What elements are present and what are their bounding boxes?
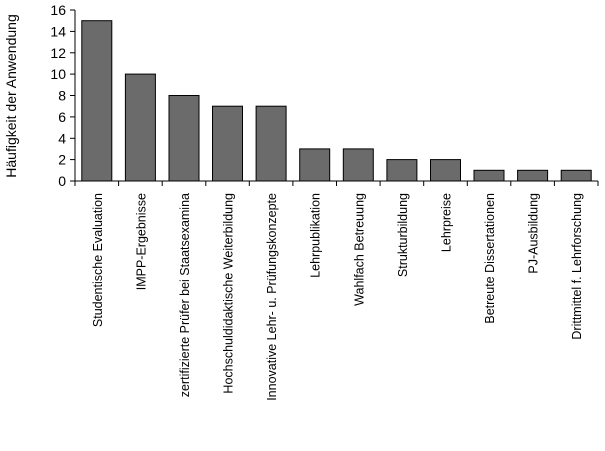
bar-5: [255, 105, 287, 182]
bar-7: [342, 148, 374, 182]
y-ticks-group: 0 2 4 6 8 10 12 14 16: [50, 2, 75, 189]
x-category-label: Hochschuldidaktische Weiterbildung: [222, 193, 236, 394]
y-tick-label: 4: [58, 130, 66, 146]
bar-2: [124, 73, 156, 182]
x-category-label: Strukturbildung: [396, 193, 410, 277]
bar-4: [212, 105, 243, 182]
x-category-label: zertifizierte Prüfer bei Staatsexamina: [178, 193, 192, 397]
x-category-label: Drittmittel f. Lehrforschung: [570, 193, 584, 340]
x-category-label: Studentische Evaluation: [91, 193, 105, 327]
y-tick-label: 6: [58, 109, 66, 125]
bar-1: [81, 20, 113, 182]
bars-group: [81, 20, 592, 182]
x-labels-group: Studentische Evaluation IMPP-Ergebnisse ze…: [91, 193, 584, 401]
bar-10: [473, 169, 505, 182]
y-tick-label: 0: [58, 173, 66, 189]
x-category-label: Lehrpublikation: [309, 193, 323, 278]
bar-9: [430, 159, 461, 182]
bar-8: [386, 159, 418, 182]
x-category-label: PJ-Ausbildung: [527, 193, 541, 274]
y-tick-label: 14: [50, 23, 66, 39]
x-category-label: Lehrpreise: [440, 193, 454, 252]
x-category-label: Wahlfach Betreuung: [352, 193, 366, 306]
x-category-label: Innovative Lehr- u. Prüfungskonzepte: [265, 193, 279, 401]
x-category-label: Betreute Dissertationen: [483, 193, 497, 324]
y-tick-label: 8: [58, 88, 66, 104]
bar-6: [299, 148, 331, 182]
y-tick-label: 12: [50, 45, 66, 61]
bar-3: [168, 95, 200, 182]
y-tick-label: 10: [50, 66, 66, 82]
bar-12: [560, 169, 592, 182]
y-tick-label: 2: [58, 152, 66, 168]
bar-11: [517, 169, 549, 182]
y-tick-label: 16: [50, 2, 66, 18]
y-axis-label: Häufigkeit der Anwendung: [3, 14, 19, 177]
x-category-label: IMPP-Ergebnisse: [134, 193, 148, 290]
